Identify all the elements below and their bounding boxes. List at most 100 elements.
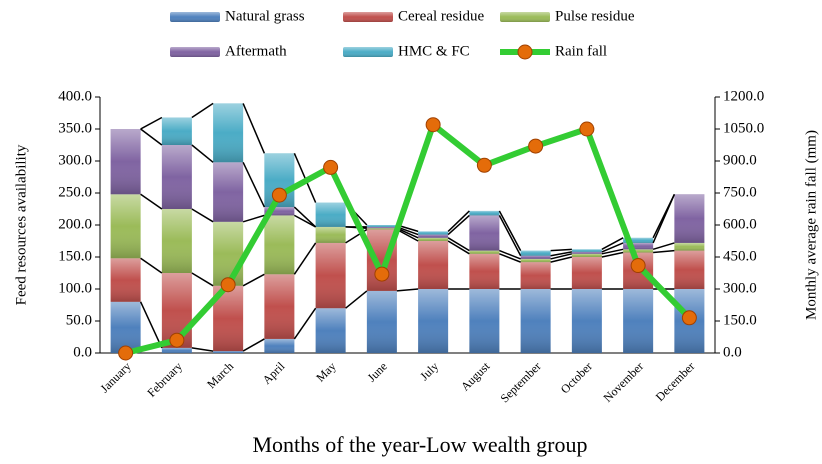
rain-marker (374, 266, 390, 282)
bar-shine (623, 289, 654, 353)
series-line (447, 240, 470, 255)
bar-shine (623, 242, 654, 250)
legend-shine (343, 12, 393, 22)
bar-shine (213, 221, 244, 286)
legend-label: Cereal residue (398, 8, 485, 24)
series-line (140, 193, 163, 210)
bar-shine (520, 289, 551, 353)
series-line (396, 227, 419, 239)
bar-shine (264, 215, 295, 275)
series-line (499, 253, 521, 263)
series-line (498, 215, 522, 257)
bar-shine (469, 253, 500, 289)
y-tick-label: 200.0 (58, 216, 92, 232)
bar-shine (161, 347, 192, 353)
bar-shine (264, 338, 295, 353)
y2-tick-label: 450.0 (723, 248, 757, 264)
rain-marker (681, 310, 697, 326)
y2-tick-label: 1050.0 (723, 120, 764, 136)
series-line (242, 103, 266, 154)
series-line (601, 237, 624, 250)
bar-shine (110, 194, 141, 259)
bar-shine (520, 255, 551, 259)
rain-marker (528, 138, 544, 154)
rain-marker (579, 121, 595, 137)
series-line (140, 257, 163, 274)
bar-shine (520, 258, 551, 263)
series-line (242, 214, 265, 223)
y2-tick-label: 300.0 (723, 280, 757, 296)
bar-shine (520, 262, 551, 289)
y2-tick-label: 0.0 (723, 344, 742, 360)
bar-shine (418, 231, 449, 235)
series-line (652, 242, 675, 251)
x-tick-label: February (144, 359, 185, 400)
rain-marker (220, 277, 236, 293)
rain-marker (323, 159, 339, 175)
bar-shine (213, 103, 244, 163)
y-tick-label: 50.0 (66, 312, 92, 328)
y2-tick-label: 750.0 (723, 184, 757, 200)
rain-marker (425, 117, 441, 133)
bar-shine (418, 234, 449, 238)
rain-marker (476, 157, 492, 173)
legend-shine (170, 12, 220, 22)
rain-marker (118, 345, 134, 361)
legend-shine (170, 47, 220, 57)
x-tick-label: January (97, 359, 133, 395)
bar-shine (571, 289, 602, 353)
x-tick-label: October (558, 359, 595, 396)
series-line (447, 237, 470, 252)
series-line (191, 208, 214, 223)
bar-shine (315, 308, 346, 353)
x-tick-label: March (204, 359, 236, 391)
legend-label: HMC & FC (398, 43, 470, 59)
y2-tick-label: 150.0 (723, 312, 757, 328)
series-line (293, 307, 317, 340)
series-line (499, 249, 521, 260)
bar-shine (418, 289, 449, 353)
x-tick-label: December (653, 359, 698, 404)
y-tick-label: 350.0 (58, 120, 92, 136)
x-tick-label: September (497, 359, 543, 405)
y-tick-label: 150.0 (58, 248, 92, 264)
bar-shine (571, 253, 602, 257)
series-line (447, 210, 470, 232)
x-tick-label: August (458, 359, 493, 394)
series-line (396, 288, 419, 292)
y2-axis-title: Monthly average rain fall (mm) (803, 130, 819, 320)
bar-shine (366, 226, 397, 229)
series-line (191, 347, 214, 352)
bar-shine (469, 250, 500, 254)
legend-label: Natural grass (225, 8, 305, 24)
series-line (652, 193, 676, 239)
legend-label: Pulse residue (555, 8, 635, 24)
series-line (294, 214, 316, 228)
bar-shine (571, 249, 602, 252)
x-tick-label: July (417, 359, 441, 383)
y-axis-title: Feed resources availability (13, 144, 29, 305)
bar-shine (623, 249, 654, 253)
bar-shine (213, 162, 244, 222)
series-line (345, 290, 368, 309)
x-axis-title: Months of the year-Low wealth group (253, 432, 588, 457)
series-line (601, 251, 624, 258)
bar-shine (571, 257, 602, 289)
y-tick-label: 400.0 (58, 88, 92, 104)
y-tick-label: 100.0 (58, 280, 92, 296)
series-line (140, 128, 163, 146)
series-line (550, 256, 573, 263)
bar-shine (674, 242, 705, 251)
bar-shine (315, 242, 346, 309)
series-line (293, 242, 317, 275)
legend-label: Rain fall (555, 43, 607, 59)
series-line (396, 228, 419, 242)
series-line (242, 161, 266, 208)
legend-marker (517, 44, 533, 60)
bar-shine (571, 251, 602, 254)
rain-marker (271, 187, 287, 203)
series-line (293, 206, 317, 228)
series-line (653, 249, 675, 254)
series-line (191, 102, 214, 119)
